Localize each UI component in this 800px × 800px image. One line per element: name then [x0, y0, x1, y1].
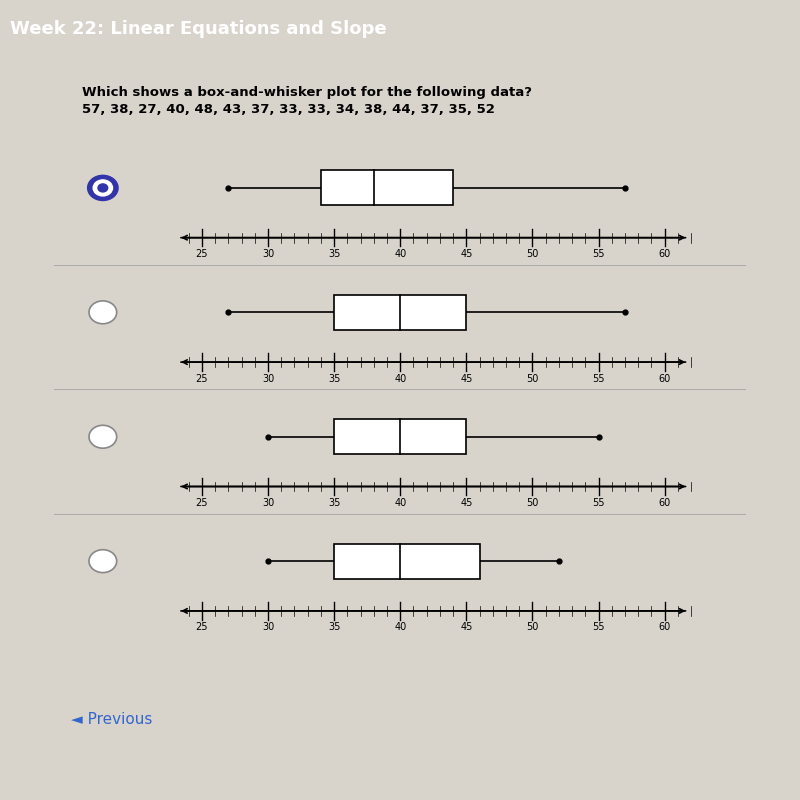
Circle shape: [88, 175, 118, 201]
Text: 55: 55: [592, 622, 605, 633]
Text: 40: 40: [394, 250, 406, 259]
Text: 55: 55: [592, 498, 605, 508]
Circle shape: [93, 180, 113, 196]
Text: 40: 40: [394, 498, 406, 508]
Text: 30: 30: [262, 250, 274, 259]
Text: 45: 45: [460, 374, 473, 384]
Text: 40: 40: [394, 622, 406, 633]
Bar: [321, 170, 453, 206]
Text: 60: 60: [658, 498, 670, 508]
Text: 25: 25: [196, 622, 208, 633]
Text: ◄ Previous: ◄ Previous: [71, 713, 153, 727]
Bar: [334, 295, 466, 330]
Text: 50: 50: [526, 498, 538, 508]
Text: 55: 55: [592, 374, 605, 384]
Text: 50: 50: [526, 622, 538, 633]
Text: 35: 35: [328, 374, 340, 384]
Text: 35: 35: [328, 250, 340, 259]
Text: 60: 60: [658, 622, 670, 633]
Text: 60: 60: [658, 250, 670, 259]
Bar: [334, 544, 479, 578]
Text: 45: 45: [460, 250, 473, 259]
Text: 35: 35: [328, 498, 340, 508]
Text: 30: 30: [262, 622, 274, 633]
Text: 45: 45: [460, 498, 473, 508]
Text: 25: 25: [196, 498, 208, 508]
Text: 25: 25: [196, 374, 208, 384]
Text: 40: 40: [394, 374, 406, 384]
Circle shape: [89, 301, 117, 324]
Text: 55: 55: [592, 250, 605, 259]
Bar: [334, 419, 466, 454]
Text: Week 22: Linear Equations and Slope: Week 22: Linear Equations and Slope: [10, 19, 386, 38]
Circle shape: [98, 184, 108, 192]
Text: Which shows a box-and-whisker plot for the following data?: Which shows a box-and-whisker plot for t…: [82, 86, 532, 99]
Text: 60: 60: [658, 374, 670, 384]
Text: 50: 50: [526, 250, 538, 259]
Text: 57, 38, 27, 40, 48, 43, 37, 33, 33, 34, 38, 44, 37, 35, 52: 57, 38, 27, 40, 48, 43, 37, 33, 33, 34, …: [82, 103, 495, 117]
Text: 25: 25: [196, 250, 208, 259]
Circle shape: [89, 550, 117, 573]
Circle shape: [89, 426, 117, 448]
Text: 50: 50: [526, 374, 538, 384]
Text: 30: 30: [262, 498, 274, 508]
Text: 45: 45: [460, 622, 473, 633]
Text: 30: 30: [262, 374, 274, 384]
Text: 35: 35: [328, 622, 340, 633]
